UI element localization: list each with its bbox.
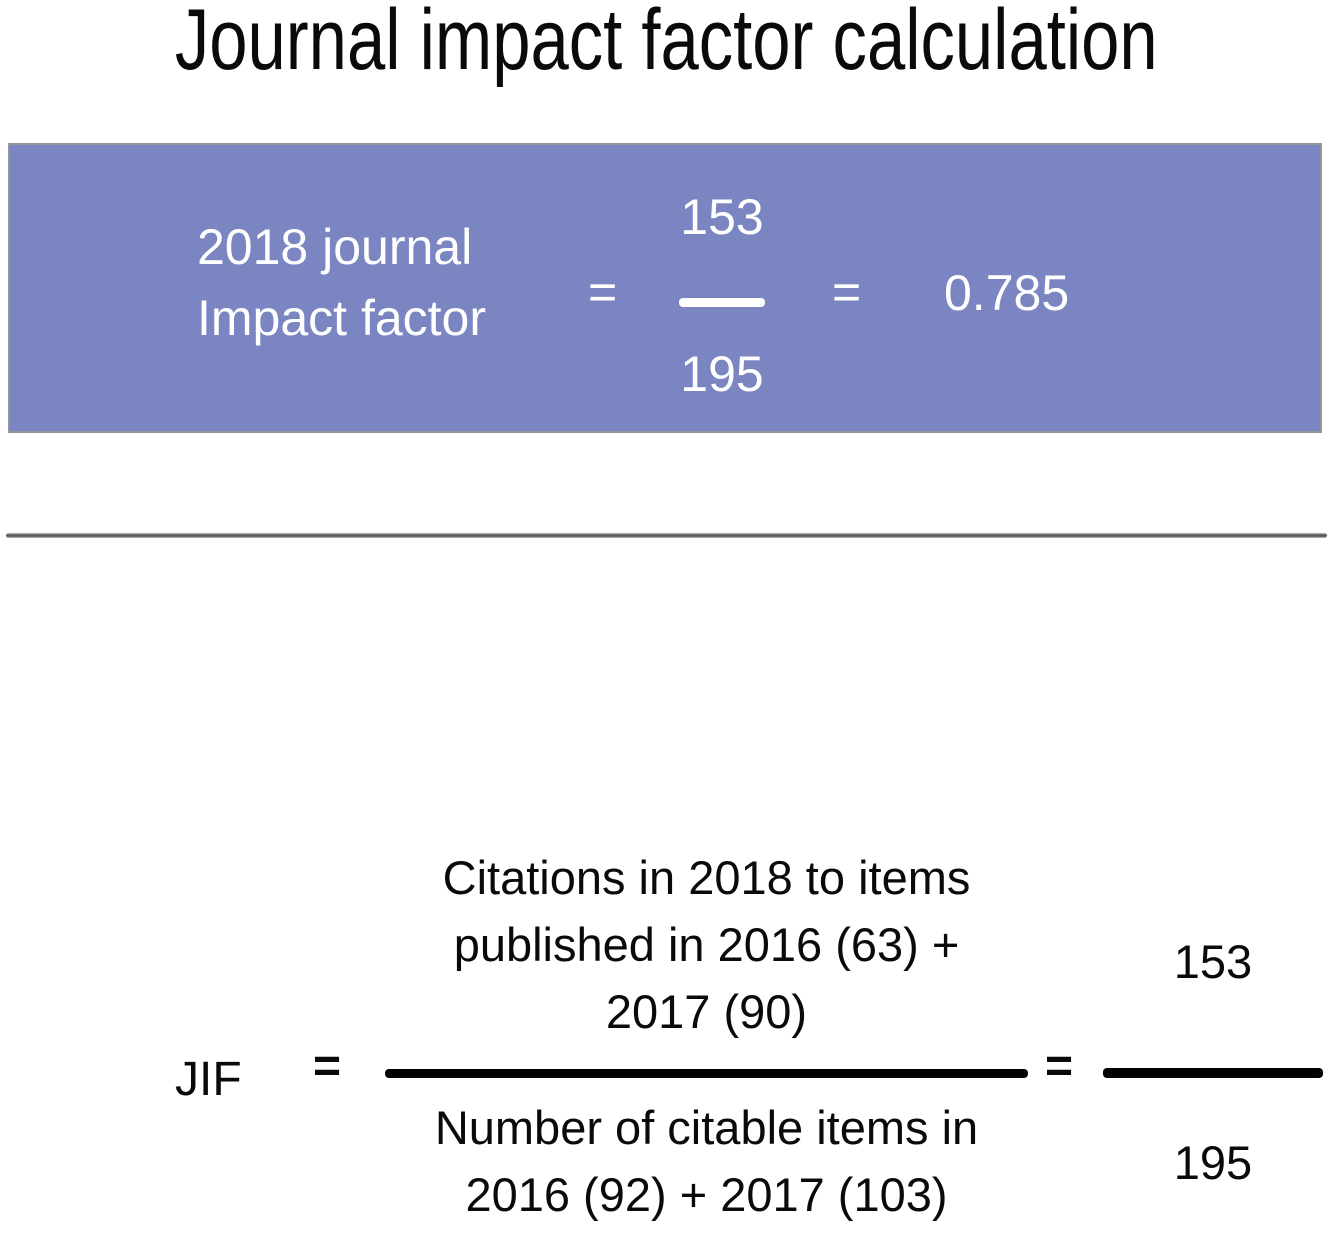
banner-fraction: 153 195 [672, 192, 772, 399]
banner-result-value: 0.785 [944, 265, 1070, 321]
section-divider [6, 533, 1327, 538]
banner-fraction-bar [679, 298, 765, 307]
banner-label-line2: Impact factor [197, 290, 486, 346]
result-fraction-bar [1103, 1068, 1323, 1078]
page-title: Journal impact factor calculation [0, 0, 1333, 83]
formula-denominator-line1: Number of citable items in [434, 1101, 979, 1154]
formula-numerator-line1: Citations in 2018 to items [442, 851, 971, 904]
banner-label: 2018 journal Impact factor [197, 212, 486, 354]
formula-numerator-line2: published in 2016 (63) + [453, 918, 960, 971]
formula-numerator: Citations in 2018 to items published in … [385, 844, 1028, 1045]
banner-equals-1: = [588, 264, 618, 320]
formula-denominator-line2: 2016 (92) + 2017 (103) [465, 1168, 948, 1221]
banner-fraction-numerator: 153 [680, 189, 764, 245]
formula-equals-1: = [313, 1040, 342, 1093]
banner-label-line1: 2018 journal [197, 219, 473, 275]
formula-fraction-bar [385, 1069, 1028, 1078]
page-title-text: Journal impact factor calculation [175, 0, 1158, 88]
banner-equals-2: = [832, 264, 862, 320]
formula-numerator-line3: 2017 (90) [605, 985, 808, 1038]
result-fraction-numerator: 153 [1173, 935, 1253, 988]
result-fraction-denominator: 195 [1173, 1136, 1253, 1189]
banner-fraction-denominator: 195 [680, 346, 764, 402]
jif-label: JIF [175, 1053, 242, 1106]
formula-denominator: Number of citable items in 2016 (92) + 2… [385, 1094, 1028, 1228]
impact-factor-banner: 2018 journal Impact factor = 153 195 = 0… [8, 143, 1322, 433]
formula-equals-2: = [1045, 1040, 1074, 1093]
